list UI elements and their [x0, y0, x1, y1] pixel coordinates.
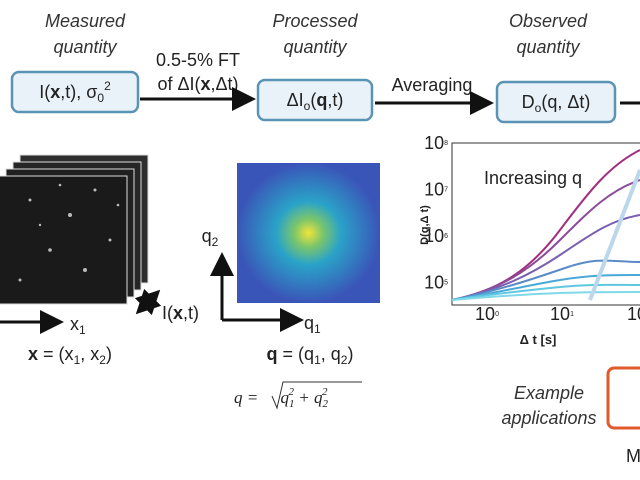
axis-label: q2 [202, 226, 219, 249]
section-heading: applications [501, 408, 596, 428]
cut-label: M [626, 446, 640, 466]
axis-arrow [135, 288, 162, 315]
fft-image [237, 163, 380, 303]
definition: q = (q1, q2) [267, 344, 354, 367]
stage-box [10, 70, 140, 114]
tick-label: 10 [627, 304, 640, 324]
arrow-label: Averaging [392, 75, 473, 95]
stage-heading: Processed [272, 11, 358, 31]
stage-box [256, 78, 374, 122]
stage-heading: quantity [53, 37, 117, 57]
box-label: I(x,t), σ02 [39, 79, 111, 105]
stage-heading: Observed [509, 11, 588, 31]
section-heading: Example [514, 383, 584, 403]
axis-label: I(x,t) [162, 303, 199, 323]
arrow-label: of ΔI(x,Δt) [157, 74, 238, 94]
stage-heading: quantity [516, 37, 580, 57]
formula: q = q12 + q22 [234, 386, 328, 410]
definition: x = (x1, x2) [28, 344, 112, 367]
box-label: ΔIo(q,t) [287, 90, 344, 113]
tick-label: 100 [475, 304, 499, 324]
image-stack [0, 154, 149, 305]
axis-label: x1 [70, 314, 86, 337]
arrow-label: 0.5-5% FT [156, 50, 240, 70]
stage-heading: quantity [283, 37, 347, 57]
tick-label: 107 [424, 180, 448, 200]
application-box [606, 366, 640, 430]
box-label: Do(q, Δt) [522, 92, 591, 115]
tick-label: 106 [424, 226, 448, 246]
tick-label: 108 [424, 133, 448, 153]
annotation: Increasing q [484, 168, 582, 188]
plot [451, 142, 640, 306]
stage-box [495, 80, 617, 124]
tick-label: 101 [550, 304, 574, 324]
x-axis-label: Δ t [s] [520, 332, 557, 347]
y-axis-label: D(q,Δ t) [419, 205, 431, 245]
stage-heading: Measured [45, 11, 126, 31]
axis-label: q1 [304, 313, 321, 336]
sqrt-sign [271, 381, 362, 410]
tick-label: 105 [424, 273, 448, 293]
